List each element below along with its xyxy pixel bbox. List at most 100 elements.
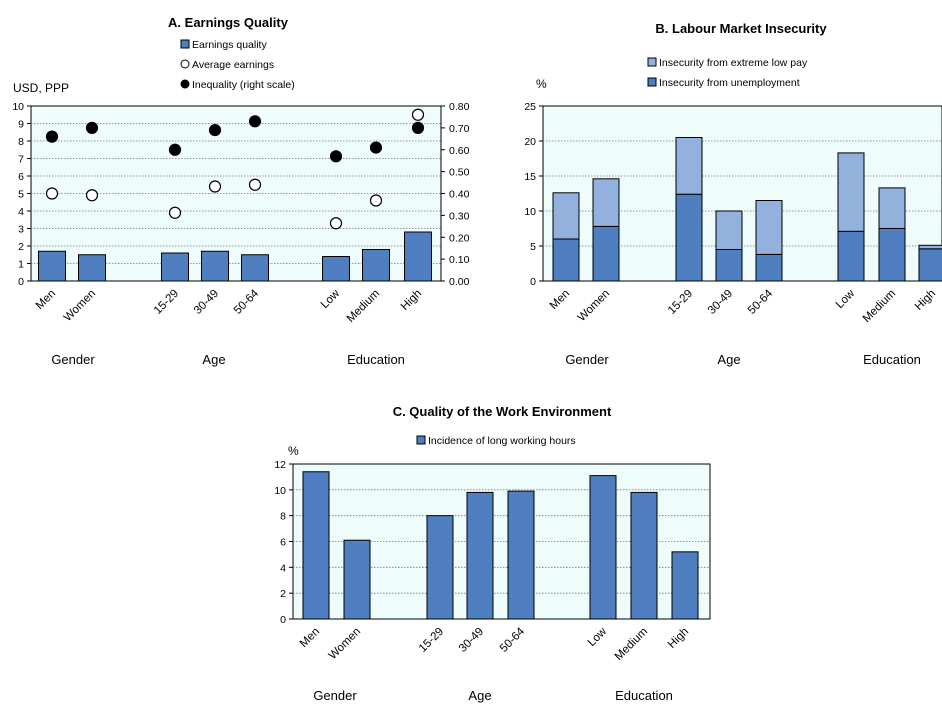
category-label: 15-29 [152,288,181,317]
category-label: 50-64 [498,625,528,655]
group-label: Gender [565,352,609,367]
bar-30-49 [201,250,229,282]
bar-unemployment-men [552,238,580,282]
y-tick-label: 0 [18,276,24,288]
group-label: Gender [313,688,357,703]
point-inequality-30-49 [208,123,222,137]
bar-low [322,256,350,282]
point-avg-earnings-low [329,217,343,230]
point-inequality-15-29 [168,143,182,156]
point-avg-earnings-15-29 [168,206,182,219]
y-tick-label: 6 [280,537,286,549]
bar-unemployment-medium [878,228,906,282]
legend-label: Average earnings [192,59,274,71]
y-tick-label: 4 [280,562,286,574]
y-tick-label: 12 [274,459,286,471]
y-tick-label: 5 [530,241,536,253]
y2-tick-label: 0.20 [449,232,470,244]
category-label: Low [319,287,343,311]
y-tick-label: 8 [18,136,24,148]
point-inequality-medium [369,141,383,154]
y2-tick-label: 0.30 [449,210,470,222]
y-tick-label: 8 [280,511,286,523]
point-inequality-50-64 [248,115,262,128]
bar-unemployment-high [918,248,942,282]
bar-50-64 [507,490,535,620]
bar-women [78,254,106,282]
y-tick-label: 3 [18,224,24,236]
legend-swatch-open-circle [180,59,190,69]
y-tick-label: 4 [18,206,24,218]
legend-label: Incidence of long working hours [428,435,576,447]
y2-tick-label: 0.50 [449,167,470,179]
bar-medium [630,491,658,620]
legend-swatch [647,77,657,87]
category-label: High [399,288,424,313]
y-tick-label: 9 [18,119,24,131]
bar-15-29 [161,252,189,282]
bar-low-pay-high [918,244,942,250]
y2-tick-label: 0.00 [449,276,470,288]
bar-low-pay-low [837,152,865,232]
bar-low-pay-medium [878,187,906,229]
category-label: Low [834,287,858,311]
bar-medium [362,249,390,282]
category-label: 50-64 [746,287,776,317]
bar-low-pay-15-29 [675,137,703,195]
chart-title: C. Quality of the Work Environment [393,404,612,419]
y-tick-label: 5 [18,189,24,201]
point-inequality-low [329,150,343,163]
category-label: Medium [861,288,898,325]
y-axis-unit: USD, PPP [13,81,69,95]
y-tick-label: 10 [524,206,536,218]
point-avg-earnings-medium [369,194,383,207]
category-label: 30-49 [457,626,486,655]
category-label: High [913,288,938,313]
bar-unemployment-50-64 [755,253,783,282]
group-label: Age [202,352,225,367]
category-label: Women [62,288,98,324]
bar-unemployment-30-49 [715,249,743,282]
chart-a: 0 1 2 3 4 5 6 7 8 9 10 0.00 0.10 0.20 0.30 0.40 0.50 0.60… [12,15,469,367]
chart-title: A. Earnings Quality [168,15,289,30]
bar-women [343,539,371,620]
y-tick-label: 20 [524,136,536,148]
y-tick-label: 25 [524,101,536,113]
category-label: Medium [613,626,650,663]
category-label: Men [298,626,322,650]
bar-low-pay-men [552,192,580,240]
bar-low [589,475,617,620]
point-avg-earnings-high [411,108,425,121]
point-inequality-men [45,130,59,143]
bar-unemployment-low [837,230,865,282]
legend-label: Insecurity from extreme low pay [659,57,808,69]
category-label: 15-29 [417,626,446,655]
y-tick-label: 2 [18,241,24,253]
bar-unemployment-women [592,225,620,282]
y-tick-label: 15 [524,171,536,183]
group-label: Education [615,688,673,703]
category-label: 30-49 [706,288,735,317]
y2-tick-label: 0.60 [449,145,470,157]
y2-tick-label: 0.10 [449,254,470,266]
y-tick-label: 1 [18,259,24,271]
group-label: Age [468,688,491,703]
legend-swatch [647,57,657,67]
bar-50-64 [241,254,269,282]
y2-tick-label: 0.70 [449,123,470,135]
bar-high [404,231,432,282]
y-tick-label: 0 [280,614,286,626]
point-inequality-high [411,121,425,134]
group-label: Education [347,352,405,367]
chart-c: 0 2 4 6 8 10 12 Men Women 15-29 30-49 50-64 Low Mediu… [274,404,711,703]
bar-men [302,471,330,620]
bar-men [38,250,66,282]
category-label: Medium [345,288,382,325]
bar-low-pay-30-49 [715,210,743,250]
category-label: Men [34,288,58,312]
bar-low-pay-50-64 [755,200,783,255]
legend-label: Earnings quality [192,39,267,51]
category-label: Men [548,288,572,312]
point-avg-earnings-men [45,187,59,200]
